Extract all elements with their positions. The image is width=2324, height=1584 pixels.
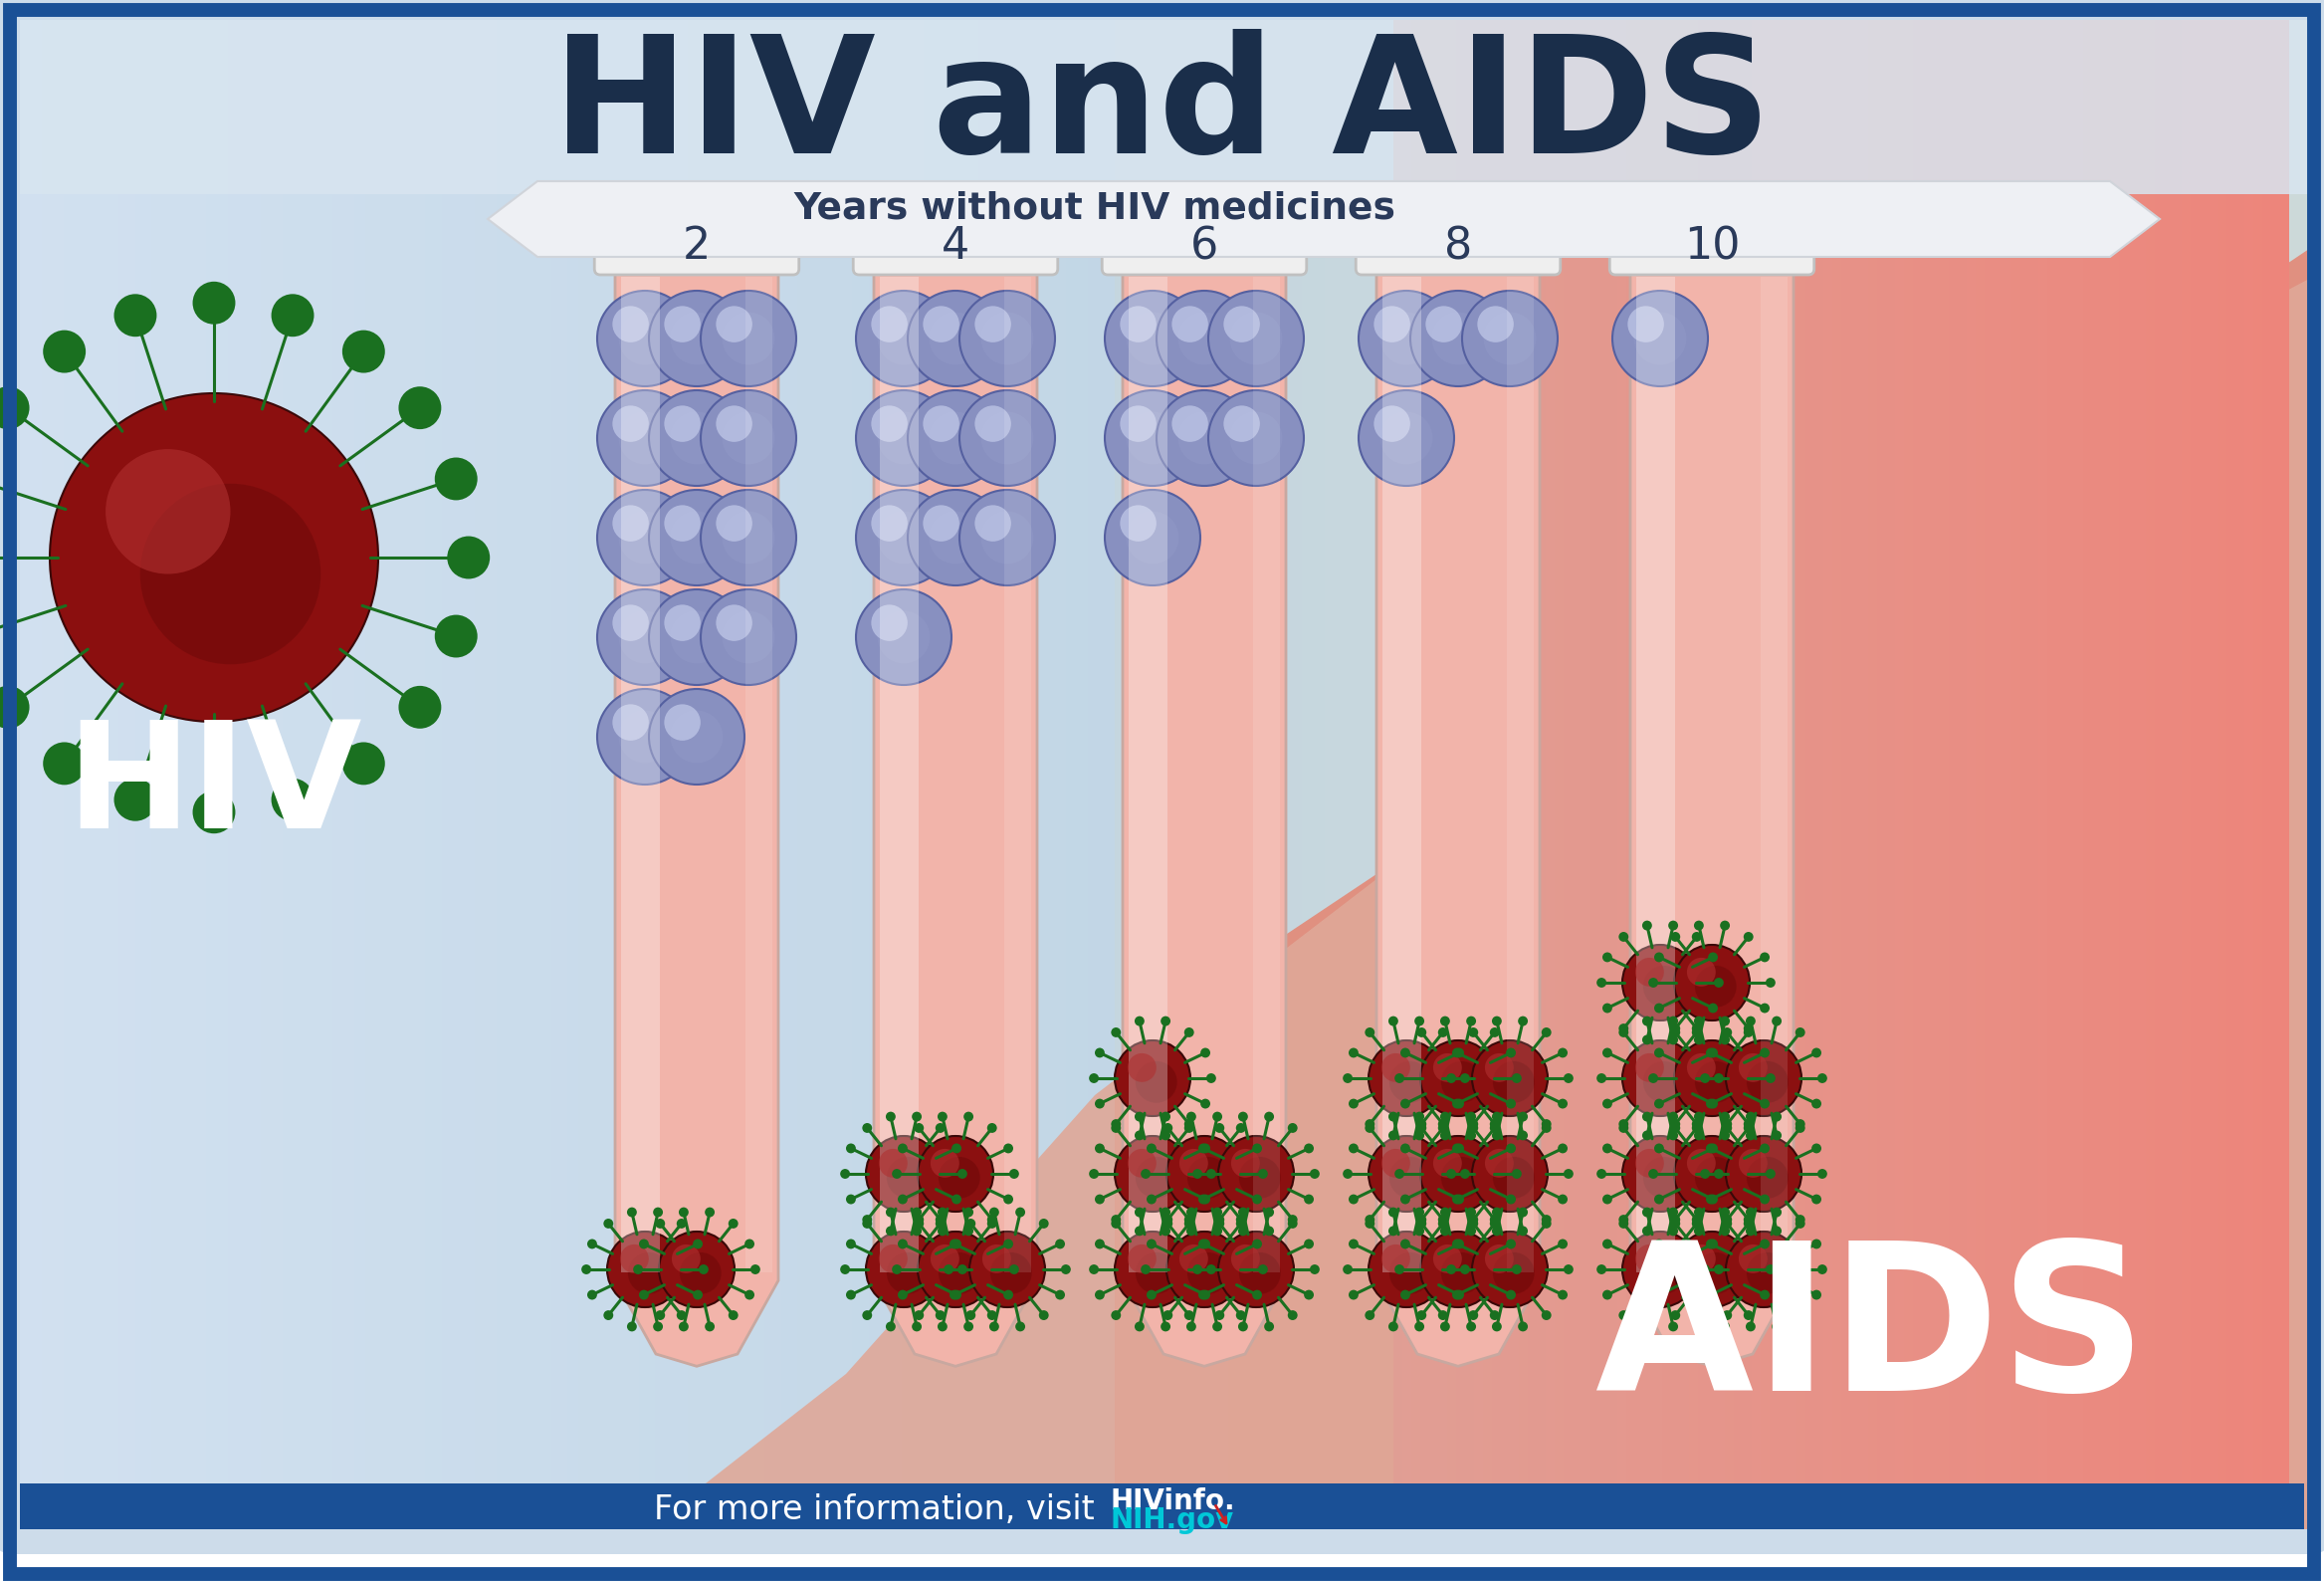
Circle shape (1434, 1245, 1462, 1274)
Circle shape (1199, 1239, 1208, 1248)
Circle shape (872, 306, 909, 342)
Circle shape (1127, 312, 1178, 364)
Circle shape (1720, 1017, 1729, 1026)
Circle shape (1446, 1074, 1457, 1083)
Circle shape (1694, 1131, 1703, 1140)
Circle shape (1557, 1144, 1569, 1153)
Circle shape (988, 1215, 997, 1224)
Circle shape (1202, 1194, 1211, 1204)
Circle shape (1745, 1131, 1755, 1140)
Circle shape (923, 306, 960, 342)
Circle shape (1439, 1123, 1448, 1133)
Circle shape (951, 1289, 960, 1300)
Circle shape (974, 406, 1011, 442)
Circle shape (1455, 1289, 1464, 1300)
Circle shape (1671, 1123, 1680, 1133)
Circle shape (960, 489, 1055, 586)
Circle shape (1620, 1028, 1629, 1038)
Circle shape (597, 291, 693, 386)
Circle shape (1348, 1049, 1360, 1058)
Circle shape (648, 689, 744, 784)
Circle shape (1557, 1289, 1569, 1300)
Circle shape (1687, 1148, 1715, 1177)
Circle shape (1004, 1194, 1013, 1204)
Circle shape (1694, 1112, 1703, 1121)
Circle shape (1160, 1131, 1171, 1140)
Circle shape (1743, 1218, 1752, 1229)
Circle shape (1743, 1215, 1752, 1224)
Circle shape (627, 1321, 637, 1332)
Circle shape (751, 1264, 760, 1274)
Circle shape (1441, 1112, 1450, 1121)
Circle shape (1669, 1112, 1678, 1121)
Circle shape (1471, 1041, 1548, 1117)
Circle shape (1415, 1207, 1425, 1217)
Circle shape (665, 505, 700, 542)
Circle shape (930, 512, 981, 564)
Circle shape (1136, 1156, 1178, 1199)
Circle shape (1708, 952, 1717, 961)
Circle shape (1111, 1215, 1120, 1224)
Circle shape (1466, 1226, 1476, 1236)
Circle shape (1794, 1218, 1806, 1229)
Circle shape (653, 1207, 662, 1217)
Text: 10: 10 (1685, 225, 1741, 268)
Circle shape (435, 458, 476, 501)
Circle shape (597, 589, 693, 684)
Circle shape (951, 1239, 962, 1248)
Circle shape (846, 1144, 855, 1153)
Circle shape (841, 1169, 851, 1178)
Circle shape (897, 1144, 909, 1153)
Circle shape (1643, 1156, 1685, 1199)
Circle shape (1669, 920, 1678, 930)
Circle shape (1708, 1194, 1717, 1204)
Circle shape (1208, 390, 1304, 486)
Circle shape (1745, 1207, 1755, 1217)
Circle shape (1415, 1131, 1425, 1140)
Circle shape (1206, 1264, 1215, 1274)
Circle shape (446, 535, 490, 578)
Circle shape (704, 1207, 716, 1217)
Circle shape (1120, 406, 1157, 442)
Circle shape (878, 312, 930, 364)
Circle shape (588, 1289, 597, 1300)
Circle shape (1127, 412, 1178, 464)
Circle shape (1648, 1074, 1659, 1083)
Circle shape (700, 390, 797, 486)
Circle shape (1253, 1289, 1262, 1300)
Circle shape (1185, 1226, 1197, 1236)
Circle shape (1810, 1049, 1822, 1058)
Circle shape (1673, 1136, 1750, 1212)
Circle shape (1239, 1226, 1248, 1236)
Circle shape (1178, 412, 1232, 464)
Circle shape (1794, 1310, 1806, 1319)
Circle shape (1401, 1239, 1411, 1248)
Circle shape (1009, 1264, 1018, 1274)
Circle shape (1490, 1028, 1499, 1038)
Circle shape (1390, 1156, 1432, 1199)
Circle shape (1218, 1136, 1294, 1212)
Circle shape (1418, 1310, 1427, 1319)
Polygon shape (1122, 269, 1285, 1367)
Circle shape (1373, 406, 1411, 442)
Circle shape (1304, 1239, 1313, 1248)
Circle shape (988, 1310, 997, 1319)
Circle shape (1369, 1041, 1443, 1117)
Circle shape (1604, 1049, 1613, 1058)
Circle shape (981, 412, 1034, 464)
Circle shape (716, 605, 753, 642)
Circle shape (1597, 1264, 1606, 1274)
Circle shape (1748, 1061, 1787, 1102)
Circle shape (1116, 1136, 1190, 1212)
Circle shape (1185, 1218, 1195, 1229)
Circle shape (1455, 1049, 1464, 1058)
Circle shape (1743, 1120, 1752, 1129)
Circle shape (660, 1231, 734, 1307)
Circle shape (937, 1112, 948, 1121)
Circle shape (1004, 1239, 1013, 1248)
Circle shape (1167, 1136, 1241, 1212)
Circle shape (1239, 1156, 1281, 1199)
Circle shape (1810, 1194, 1822, 1204)
Circle shape (1441, 1253, 1483, 1294)
